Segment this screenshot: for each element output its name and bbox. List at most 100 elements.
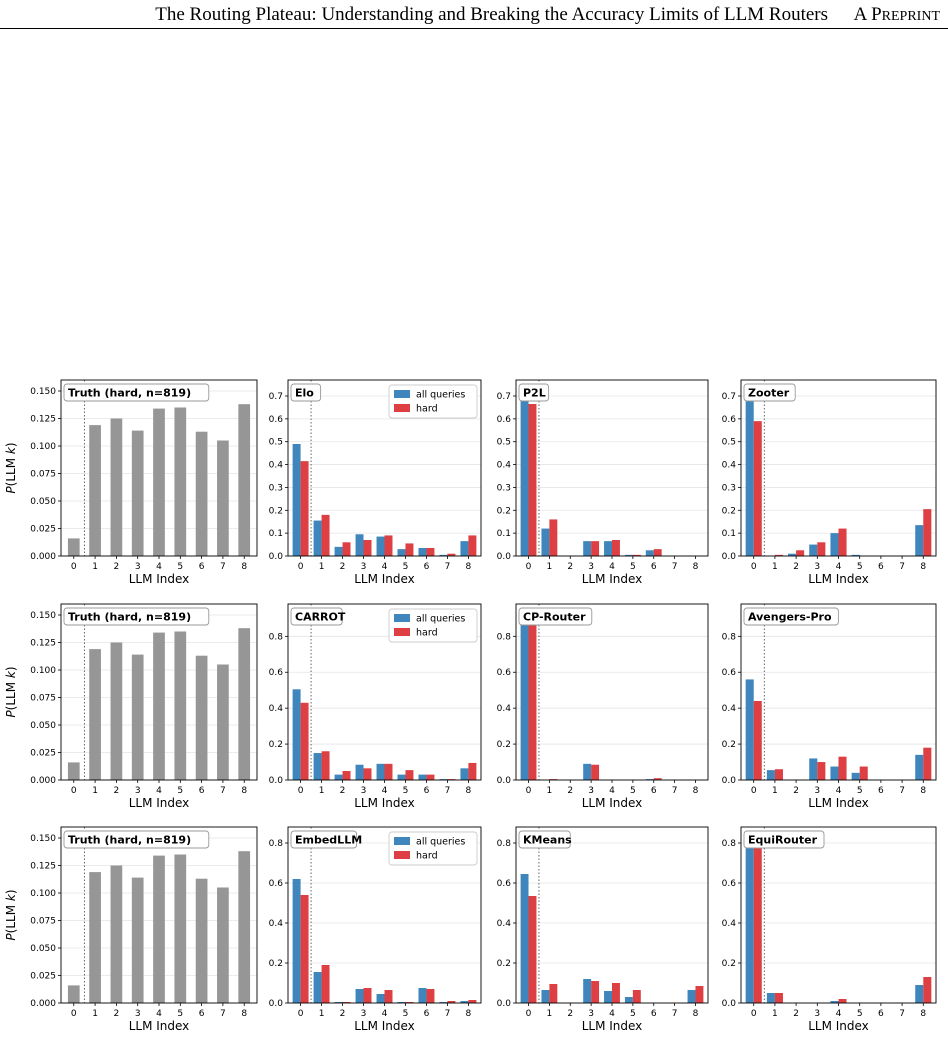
x-tick-label: 5 [177,786,183,796]
chart-panel: 0.0 0.2 0.4 0.6 0.8 0 1 2 3 4 5 6 7 8 LLM Index Avenger… [722,603,937,810]
bar-truth [131,430,144,556]
x-tick-label: 1 [547,1009,553,1019]
x-tick-label: 1 [319,562,325,572]
chart-panel: 0.0 0.1 0.2 0.3 0.4 0.5 0.6 0.7 0 1 2 3 4 5 6 7 8 LLM Ind… [722,379,937,586]
bar-all-queries [397,1002,406,1003]
x-tick-label: 3 [588,786,594,796]
x-axis-label: LLM Index [129,796,190,810]
y-tick-label: 0.025 [30,749,56,759]
bar-all-queries [604,541,612,556]
bar-hard [549,519,558,556]
bar-truth [153,855,165,1003]
y-tick-label: 0.6 [497,668,512,678]
y-tick-label: 0.4 [269,919,284,929]
x-tick-label: 7 [899,562,905,572]
y-tick-label: 0.8 [722,632,737,642]
y-tick-label: 0.6 [722,879,737,889]
title-box [518,830,571,849]
x-tick-label: 6 [199,786,205,796]
bar-hard [363,988,372,1003]
chart-panel: 0.000 0.025 0.050 0.075 0.100 0.125 0.150 0 1 2 3 4… [4,603,258,810]
x-tick-label: 3 [361,562,367,572]
x-tick-label: 8 [693,786,699,796]
x-tick-label: 8 [466,786,472,796]
x-tick-label: 5 [630,1009,636,1019]
bar-all-queries [915,754,924,780]
x-axis-label: LLM Index [582,1019,643,1033]
bar-all-queries [745,679,754,780]
bar-hard [300,895,309,1003]
x-axis-label: LLM Index [354,796,415,810]
y-tick-label: 0.8 [722,839,737,849]
x-tick-label: 5 [857,786,863,796]
x-tick-label: 7 [445,562,451,572]
chart-title: Elo [295,387,314,400]
bar-hard [796,550,805,556]
y-tick-label: 0.1 [722,529,736,539]
bar-hard [468,762,477,780]
bar-all-queries [460,1001,469,1003]
x-tick-label: 0 [526,562,532,572]
x-tick-label: 2 [567,1009,573,1019]
x-tick-label: 4 [609,786,615,796]
bar-truth [153,408,165,556]
bar-all-queries [334,774,343,780]
bar-truth [110,865,123,1003]
plot-frame [60,379,258,557]
x-tick-label: 0 [298,786,304,796]
bar-hard [753,700,762,780]
bar-all-queries [830,533,839,556]
bar-all-queries [376,763,385,780]
x-tick-label: 1 [92,786,98,796]
legend-label: all queries [416,837,465,848]
y-tick-label: 0.025 [30,525,56,535]
legend-swatch [394,837,410,845]
chart-title: Truth (hard, n=819) [68,611,191,624]
y-tick-label: 0.0 [497,999,512,1009]
x-tick-label: 7 [672,562,678,572]
bar-hard [817,762,826,780]
y-axis-label: P(LLM k) [4,666,18,717]
bar-all-queries [397,774,406,780]
bar-truth [195,878,208,1003]
bar-all-queries [376,994,385,1003]
x-tick-label: 8 [466,1009,472,1019]
plot-frame [740,603,937,781]
legend-label: hard [416,628,438,639]
bar-truth [110,418,123,556]
y-tick-label: 0.075 [30,694,56,704]
x-tick-label: 0 [298,562,304,572]
x-tick-label: 8 [466,562,472,572]
x-tick-label: 6 [651,1009,657,1019]
x-tick-label: 4 [836,562,842,572]
x-tick-label: 5 [177,1009,183,1019]
y-tick-label: 0.6 [269,415,284,425]
bar-all-queries [541,990,550,1003]
x-axis-label: LLM Index [808,796,869,810]
title-box [743,830,825,849]
bar-all-queries [766,993,775,1003]
y-tick-label: 0.2 [497,959,511,969]
bar-hard [528,621,537,780]
bar-hard [300,702,309,780]
bar-hard [923,977,932,1003]
x-tick-label: 3 [361,1009,367,1019]
title-box [290,383,322,402]
bar-hard [405,543,414,556]
bar-truth [174,854,187,1003]
preprint-label-lead: A P [853,4,882,25]
y-tick-label: 0.5 [497,438,511,448]
chart-title: Zooter [748,387,790,400]
x-tick-label: 2 [340,786,346,796]
bar-truth [238,404,251,556]
chart-title: Truth (hard, n=819) [68,834,191,847]
bar-all-queries [334,546,343,556]
y-tick-label: 0.2 [497,740,511,750]
x-tick-label: 7 [899,1009,905,1019]
x-tick-label: 6 [424,1009,430,1019]
x-tick-label: 7 [220,562,226,572]
chart-title: Avengers-Pro [748,611,832,624]
bar-all-queries [809,544,818,556]
x-tick-label: 7 [899,786,905,796]
x-tick-label: 2 [793,786,799,796]
